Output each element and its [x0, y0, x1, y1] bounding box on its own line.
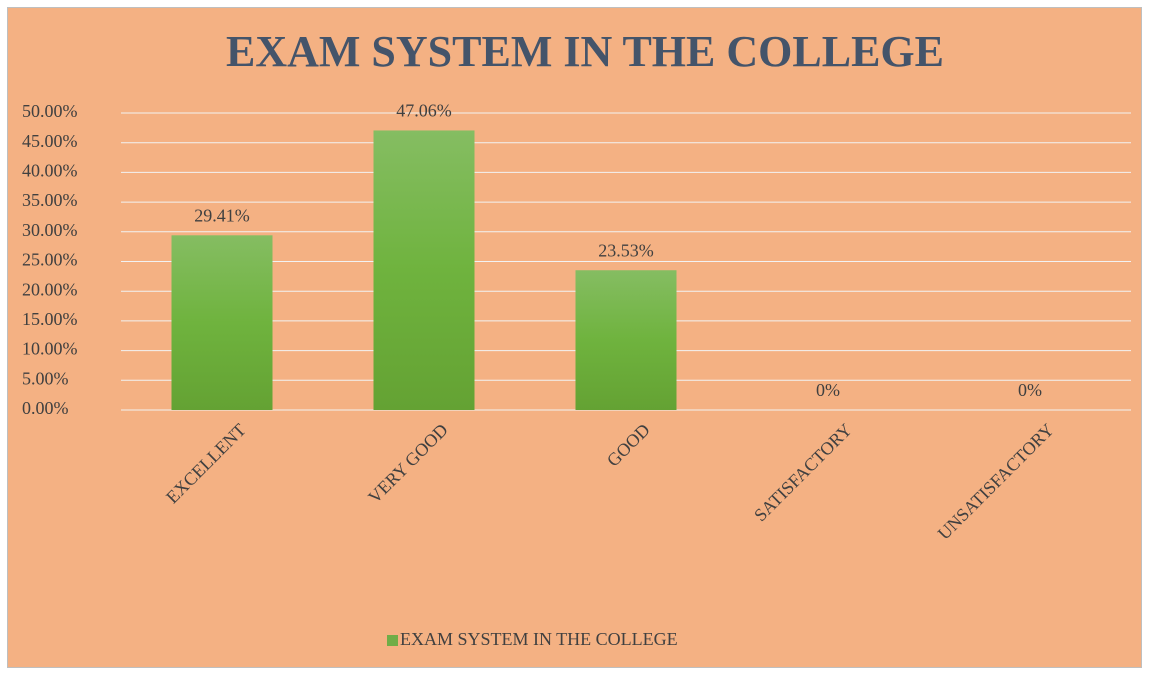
- y-tick-label: 40.00%: [22, 161, 78, 181]
- data-label: 0%: [1018, 380, 1042, 400]
- bar: [575, 270, 677, 410]
- y-tick-label: 30.00%: [22, 220, 78, 240]
- bar: [171, 235, 273, 410]
- y-tick-label: 35.00%: [22, 190, 78, 210]
- chart-title: EXAM SYSTEM IN THE COLLEGE: [226, 27, 944, 76]
- y-tick-label: 50.00%: [22, 101, 78, 121]
- y-tick-label: 15.00%: [22, 309, 78, 329]
- y-tick-label: 0.00%: [22, 398, 69, 418]
- y-tick-label: 25.00%: [22, 250, 78, 270]
- y-tick-label: 10.00%: [22, 339, 78, 359]
- legend-label: EXAM SYSTEM IN THE COLLEGE: [400, 629, 678, 649]
- y-tick-label: 20.00%: [22, 279, 78, 299]
- bar: [373, 130, 475, 410]
- y-tick-label: 5.00%: [22, 368, 69, 388]
- data-label: 0%: [816, 380, 840, 400]
- legend-swatch: [387, 635, 398, 646]
- data-label: 23.53%: [598, 240, 654, 260]
- data-label: 29.41%: [194, 205, 250, 225]
- data-label: 47.06%: [396, 101, 452, 121]
- y-tick-label: 45.00%: [22, 131, 78, 151]
